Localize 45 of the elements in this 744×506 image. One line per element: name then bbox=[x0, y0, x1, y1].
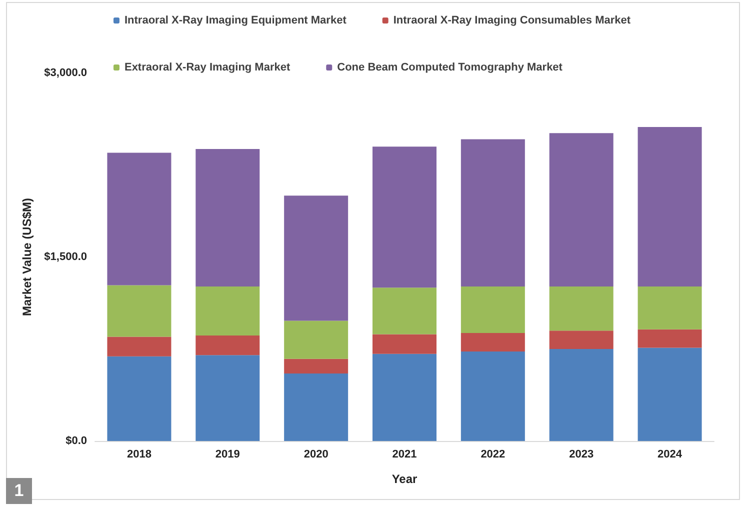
legend-label: Cone Beam Computed Tomography Market bbox=[337, 62, 563, 74]
bar bbox=[372, 146, 436, 288]
x-tick-label: 2018 bbox=[126, 448, 152, 460]
legend-label: Intraoral X-Ray Imaging Equipment Market bbox=[124, 14, 347, 26]
bar bbox=[284, 196, 348, 321]
bar bbox=[284, 358, 348, 374]
bar bbox=[107, 336, 172, 356]
bar bbox=[107, 285, 172, 337]
bar bbox=[638, 329, 702, 348]
bar bbox=[107, 356, 172, 441]
bar bbox=[372, 354, 436, 441]
bar bbox=[638, 286, 702, 330]
x-tick-label: 2024 bbox=[658, 448, 683, 460]
bar bbox=[196, 355, 260, 441]
legend-label: Extraoral X-Ray Imaging Market bbox=[124, 62, 290, 74]
bar bbox=[107, 152, 172, 286]
x-axis-title: Year bbox=[392, 472, 418, 486]
bar bbox=[460, 333, 525, 352]
y-tick-label: $1,500.0 bbox=[44, 251, 87, 263]
bar bbox=[284, 320, 348, 359]
bar bbox=[460, 139, 525, 286]
bar bbox=[372, 334, 436, 354]
bar bbox=[372, 288, 436, 334]
bar bbox=[460, 351, 525, 441]
bar bbox=[460, 286, 525, 334]
bar bbox=[638, 126, 702, 286]
bar bbox=[549, 286, 614, 331]
bar bbox=[549, 330, 614, 349]
bar bbox=[196, 149, 260, 286]
bar bbox=[284, 374, 348, 441]
y-tick-label: $0.0 bbox=[66, 435, 87, 447]
y-tick-label: $3,000.0 bbox=[44, 67, 87, 79]
x-tick-label: 2019 bbox=[215, 448, 240, 460]
text: 1 bbox=[6, 478, 32, 504]
bar bbox=[549, 349, 614, 441]
x-tick-label: 2020 bbox=[304, 448, 328, 460]
x-tick-label: 2022 bbox=[480, 448, 506, 460]
y-axis-title: Market Value (US$M) bbox=[20, 198, 34, 316]
bar bbox=[196, 286, 260, 336]
bar bbox=[549, 133, 614, 286]
x-tick-label: 2021 bbox=[392, 448, 417, 460]
bar bbox=[638, 348, 702, 441]
legend-label: Intraoral X-Ray Imaging Consumables Market bbox=[393, 14, 631, 26]
x-tick-label: 2023 bbox=[569, 448, 594, 460]
bar bbox=[196, 336, 260, 356]
